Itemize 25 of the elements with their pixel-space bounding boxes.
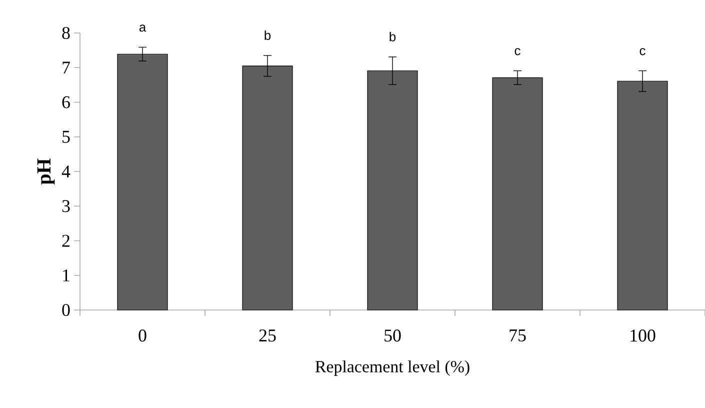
bar — [617, 80, 668, 310]
y-tick-label: 3 — [62, 200, 70, 212]
annotation: c — [640, 48, 646, 56]
text: a — [139, 24, 146, 32]
annotation: b — [264, 30, 271, 40]
y-tick-label: 4 — [62, 166, 70, 178]
y-tick-label: 5 — [62, 130, 70, 143]
y-tick-label: 1 — [63, 269, 70, 282]
x-tick-label: 25 — [259, 330, 276, 342]
bar — [367, 70, 418, 310]
x-tick-label: 0 — [138, 330, 146, 342]
x-tick-label: 100 — [630, 330, 656, 342]
bar — [492, 77, 543, 310]
annotation: c — [514, 48, 520, 56]
annotation: b — [390, 32, 396, 42]
y-tick-label: 6 — [62, 96, 70, 108]
x-tick-label: 75 — [510, 330, 526, 342]
y-tick-label: 7 — [62, 62, 70, 74]
x-tick-label: 50 — [384, 330, 401, 342]
y-tick-label: 0 — [62, 304, 70, 316]
x-axis-title: Replacement level (%) — [315, 360, 470, 376]
bar — [117, 54, 168, 310]
y-axis-title: pH — [37, 158, 55, 185]
y-tick-label: 8 — [62, 26, 70, 40]
y-tick-label: 2 — [62, 234, 70, 247]
